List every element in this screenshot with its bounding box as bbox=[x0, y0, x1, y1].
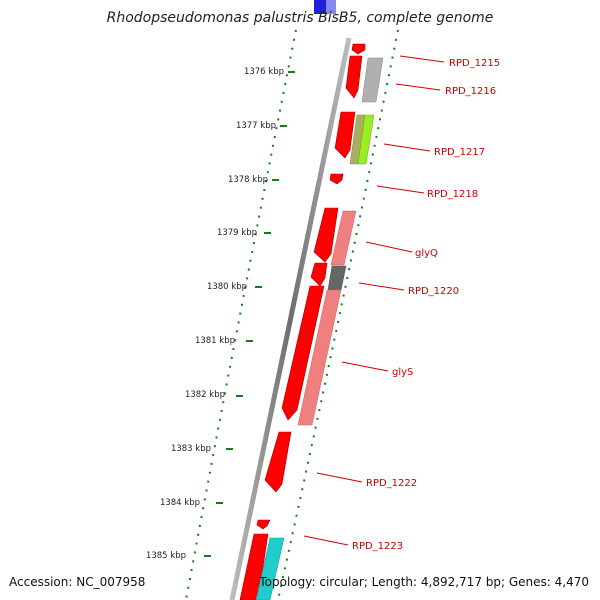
tick-label-1381: 1381 kbp bbox=[195, 336, 235, 346]
feature-band bbox=[205, 0, 358, 600]
cog-features bbox=[255, 57, 384, 600]
gene-label-rpd1222: RPD_1222 bbox=[366, 478, 417, 489]
tick-label-1377: 1377 kbp bbox=[236, 121, 276, 131]
ruler-line bbox=[185, 29, 297, 600]
cds-features bbox=[239, 43, 366, 600]
cds-rpd1216 bbox=[345, 55, 363, 99]
cog-glyS-lightred bbox=[297, 289, 342, 426]
gene-label-rpd1215: RPD_1215 bbox=[449, 58, 500, 69]
tick-label-1380: 1380 kbp bbox=[207, 282, 247, 292]
cog-bottom-cyan bbox=[255, 537, 285, 600]
topology-text: Topology: circular; Length: 4,892,717 bp… bbox=[258, 575, 589, 589]
tick-label-1379: 1379 kbp bbox=[217, 228, 257, 238]
gene-label-glyQ: glyQ bbox=[415, 248, 438, 259]
tick-label-1378: 1378 kbp bbox=[228, 175, 268, 185]
cog-rpd1217-lime bbox=[357, 114, 375, 165]
cog-glyQ-lightred bbox=[330, 210, 357, 266]
gene-label-rpd1223: RPD_1223 bbox=[352, 541, 403, 552]
cog-rpd1220-darkgrey bbox=[327, 265, 347, 291]
tick-label-1382: 1382 kbp bbox=[185, 390, 225, 400]
gene-label-rpd1220: RPD_1220 bbox=[408, 286, 459, 297]
outer-dotted-line bbox=[277, 29, 399, 600]
cds-rpd1218 bbox=[329, 173, 344, 185]
gene-label-rpd1216: RPD_1216 bbox=[445, 86, 496, 97]
kbp-ticks bbox=[204, 71, 295, 557]
cds-rpd1222 bbox=[264, 431, 292, 493]
backbone bbox=[229, 37, 352, 600]
cds-rpd1223 bbox=[256, 519, 271, 530]
tick-label-1383: 1383 kbp bbox=[171, 444, 211, 454]
map-title: Rhodopseudomonas palustris BisB5, comple… bbox=[107, 10, 494, 26]
blue-feature bbox=[314, 0, 326, 14]
gene-label-rpd1217: RPD_1217 bbox=[434, 147, 485, 158]
label-connectors bbox=[303, 55, 445, 546]
cds-bottom bbox=[239, 533, 269, 600]
tick-label-1384: 1384 kbp bbox=[160, 498, 200, 508]
accession-text: Accession: NC_007958 bbox=[9, 575, 145, 589]
tick-label-1385: 1385 kbp bbox=[146, 551, 186, 561]
cds-rpd1220 bbox=[310, 262, 328, 287]
gene-label-glyS: glyS bbox=[392, 367, 413, 378]
cds-glyQ bbox=[313, 207, 339, 263]
cds-rpd1215 bbox=[351, 43, 366, 55]
cog-rpd1216-grey bbox=[361, 57, 384, 103]
cds-rpd1217 bbox=[334, 111, 356, 159]
cds-glyS bbox=[281, 285, 325, 421]
blue-feature-light bbox=[326, 0, 336, 14]
gene-label-rpd1218: RPD_1218 bbox=[427, 189, 478, 200]
tick-label-1376: 1376 kbp bbox=[244, 67, 284, 77]
